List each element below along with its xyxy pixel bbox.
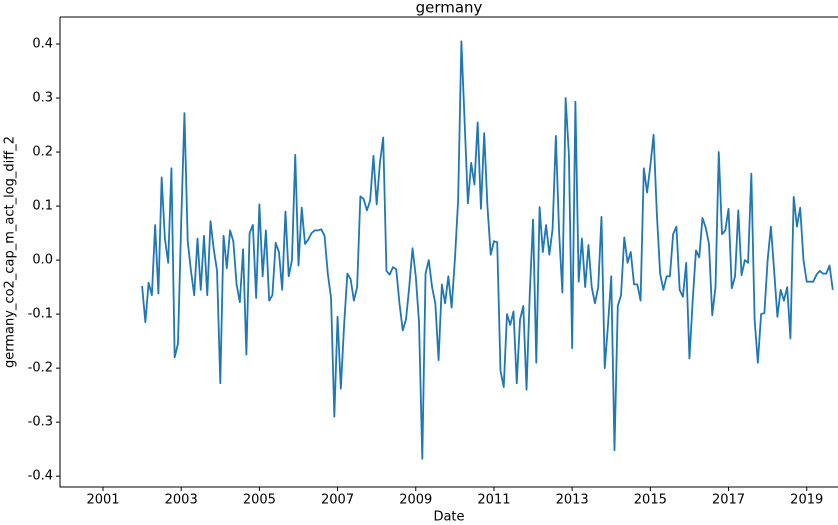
y-tick-label: -0.4 <box>28 469 53 484</box>
y-axis-label: germany_co2_cap_m_act_log_diff_2 <box>3 136 18 368</box>
y-tick-label: -0.3 <box>28 415 53 430</box>
y-tick-label: 0.0 <box>32 253 53 268</box>
x-tick-label: 2013 <box>556 493 589 508</box>
chart-title: germany <box>416 0 483 17</box>
x-tick-label: 2009 <box>399 493 432 508</box>
axes-frame <box>59 16 838 488</box>
data-line <box>141 40 834 460</box>
x-tick-label: 2011 <box>477 493 510 508</box>
x-tick-label: 2019 <box>790 493 823 508</box>
x-tick-label: 2017 <box>712 493 745 508</box>
y-tick-label: -0.2 <box>28 361 53 376</box>
x-tick-label: 2003 <box>165 493 198 508</box>
y-tick-label: 0.3 <box>32 91 53 106</box>
y-tick-label: -0.1 <box>28 307 53 322</box>
y-tick-label: 0.1 <box>32 199 53 214</box>
x-tick-label: 2001 <box>86 493 119 508</box>
x-tick-label: 2007 <box>321 493 354 508</box>
y-tick-label: 0.4 <box>32 37 53 52</box>
y-tick-label: 0.2 <box>32 145 53 160</box>
x-tick-label: 2005 <box>243 493 276 508</box>
x-axis-label: Date <box>433 510 464 525</box>
x-tick-label: 2015 <box>634 493 667 508</box>
